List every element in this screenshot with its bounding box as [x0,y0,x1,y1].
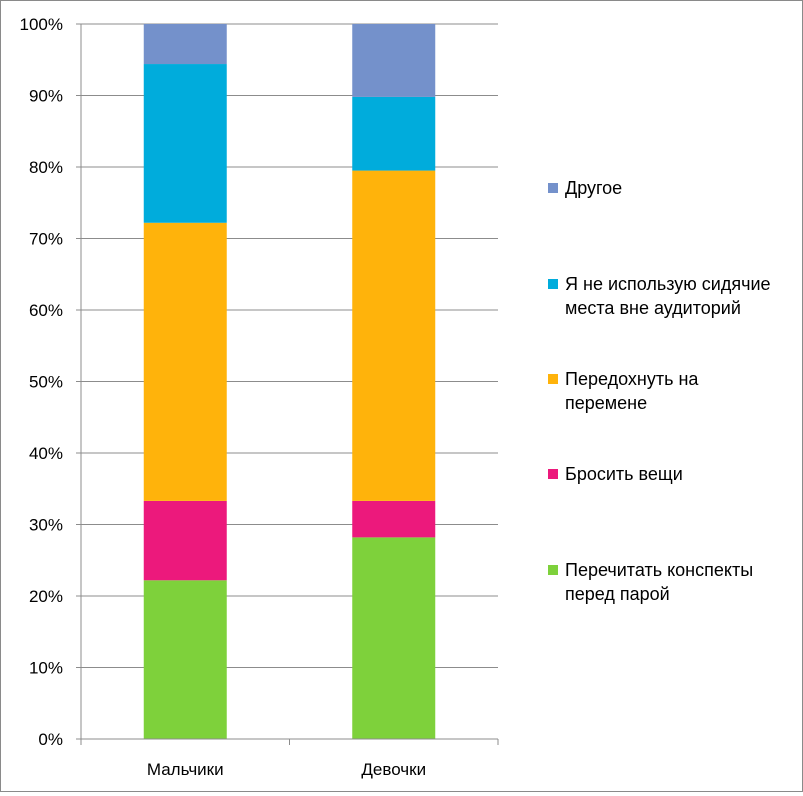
y-tick-label: 60% [29,301,63,320]
legend-label: Другое [565,178,622,198]
y-tick-label: 80% [29,158,63,177]
legend-label: Я не использую сидячие места вне аудитори… [565,274,771,318]
bar-segment [143,500,227,581]
y-tick-label: 20% [29,587,63,606]
legend-label-line: Перечитать конспекты [565,560,753,580]
y-tick-label: 100% [20,15,63,34]
bar-segment [352,537,436,739]
x-tick-label: Девочки [361,760,426,779]
legend-marker [548,374,558,384]
bars [143,24,436,739]
bar-segment [143,580,227,739]
legend: Другое Я не использую сидячие места вне ау… [548,178,771,604]
x-tick-labels: Мальчики Девочки [147,760,426,779]
legend-label: Перечитать конспекты перед парой [565,560,753,604]
legend-label-line: перед парой [565,584,670,604]
legend-label-line: перемене [565,393,647,413]
bar-segment [143,24,227,65]
y-tick-label: 10% [29,659,63,678]
legend-label-line: Бросить вещи [565,464,683,484]
y-tick-label: 70% [29,230,63,249]
legend-marker [548,279,558,289]
bar-segment [352,170,436,501]
y-tick-label: 50% [29,373,63,392]
legend-marker [548,469,558,479]
bar-segment [143,222,227,501]
legend-marker [548,565,558,575]
legend-label-line: места вне аудиторий [565,298,741,318]
bar-segment [143,64,227,223]
legend-label: Передохнуть на перемене [565,369,699,413]
y-tick-label: 90% [29,87,63,106]
x-tick-label: Мальчики [147,760,224,779]
y-tick-label: 40% [29,444,63,463]
y-tick-labels: 0% 10% 20% 30% 40% 50% 60% 70% 80% 90% 100% [20,15,63,749]
y-tick-label: 30% [29,516,63,535]
legend-label-line: Я не использую сидячие [565,274,771,294]
legend-marker [548,183,558,193]
bar-segment [352,24,436,97]
legend-label-line: Передохнуть на [565,369,699,389]
y-tick-label: 0% [38,730,63,749]
axes [76,23,499,745]
gridlines [81,23,498,668]
bar-segment [352,96,436,171]
legend-label-line: Другое [565,178,622,198]
bar-segment [352,500,436,538]
legend-label: Бросить вещи [565,464,683,484]
